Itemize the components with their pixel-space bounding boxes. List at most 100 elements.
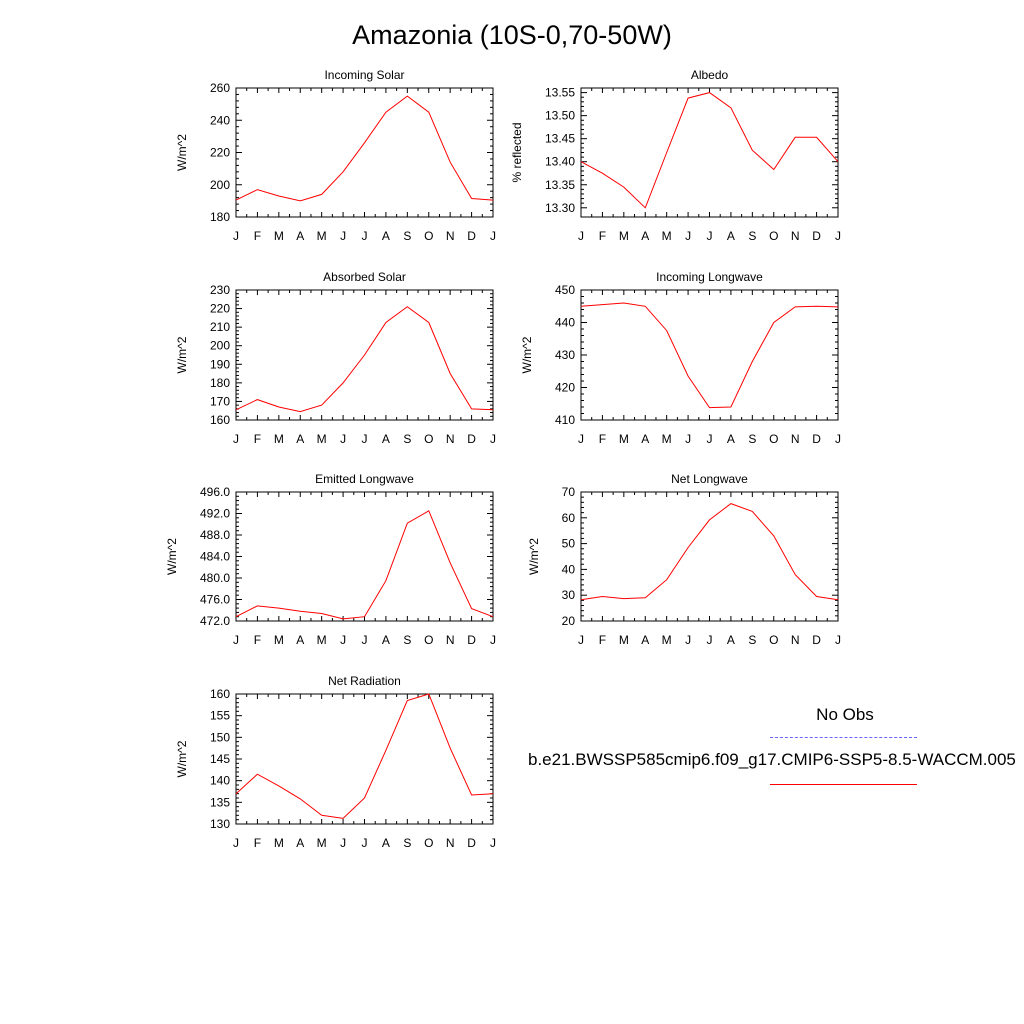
y-tick-label: 180: [210, 376, 230, 390]
y-tick-label: 70: [562, 485, 576, 499]
x-tick-label: J: [685, 633, 691, 647]
x-tick-label: D: [467, 836, 476, 850]
x-tick-label: S: [403, 229, 411, 243]
x-tick-label: O: [424, 432, 433, 446]
series-line: [580, 92, 839, 209]
x-tick-label: N: [446, 229, 455, 243]
x-tick-label: J: [578, 432, 584, 446]
chart-title: Incoming Longwave: [656, 270, 763, 284]
y-tick-label: 492.0: [200, 507, 230, 521]
x-tick-label: A: [382, 633, 390, 647]
y-axis-label: W/m^2: [175, 134, 189, 171]
x-tick-label: A: [296, 836, 304, 850]
y-tick-label: 150: [210, 730, 230, 744]
x-tick-label: M: [274, 836, 284, 850]
x-tick-label: J: [340, 836, 346, 850]
y-axis-label: W/m^2: [165, 538, 179, 575]
y-tick-label: 13.55: [545, 86, 575, 100]
y-tick-label: 220: [210, 302, 230, 316]
y-tick-label: 200: [210, 178, 230, 192]
series-line: [235, 306, 494, 413]
x-tick-label: M: [274, 432, 284, 446]
y-tick-label: 440: [555, 316, 575, 330]
x-tick-label: D: [812, 633, 821, 647]
plot-frame: [235, 87, 494, 218]
x-tick-label: M: [274, 229, 284, 243]
x-tick-label: O: [424, 633, 433, 647]
x-tick-label: M: [317, 836, 327, 850]
x-tick-label: J: [340, 633, 346, 647]
y-tick-label: 190: [210, 357, 230, 371]
x-tick-label: A: [382, 836, 390, 850]
x-tick-label: J: [707, 229, 713, 243]
x-tick-label: J: [362, 836, 368, 850]
chart-title: Absorbed Solar: [323, 270, 406, 284]
chart-title: Albedo: [691, 68, 729, 82]
x-tick-label: O: [769, 432, 778, 446]
x-tick-label: M: [619, 432, 629, 446]
chart-title: Net Longwave: [671, 472, 748, 486]
x-tick-label: J: [490, 229, 496, 243]
x-tick-label: M: [619, 633, 629, 647]
x-tick-label: J: [685, 229, 691, 243]
chart-title: Emitted Longwave: [315, 472, 414, 486]
x-tick-label: N: [446, 836, 455, 850]
y-tick-label: 140: [210, 774, 230, 788]
x-tick-label: O: [769, 633, 778, 647]
x-tick-label: M: [317, 633, 327, 647]
y-tick-label: 496.0: [200, 485, 230, 499]
x-tick-label: J: [835, 229, 841, 243]
x-tick-label: M: [619, 229, 629, 243]
x-tick-label: M: [317, 229, 327, 243]
plot-frame: [580, 87, 839, 218]
x-tick-label: A: [296, 432, 304, 446]
x-tick-label: D: [467, 229, 476, 243]
x-tick-label: A: [727, 432, 735, 446]
y-tick-label: 130: [210, 817, 230, 831]
x-tick-label: M: [274, 633, 284, 647]
x-tick-label: S: [403, 836, 411, 850]
x-tick-label: A: [727, 229, 735, 243]
y-tick-label: 210: [210, 320, 230, 334]
legend-obs-line: [770, 737, 917, 738]
legend-series-label: b.e21.BWSSP585cmip6.f09_g17.CMIP6-SSP5-8…: [528, 750, 1016, 769]
y-tick-label: 145: [210, 752, 230, 766]
x-tick-label: J: [835, 432, 841, 446]
x-tick-label: A: [727, 633, 735, 647]
x-tick-label: N: [791, 229, 800, 243]
x-tick-label: A: [641, 633, 649, 647]
x-tick-label: F: [599, 633, 606, 647]
x-tick-label: S: [748, 633, 756, 647]
x-tick-label: J: [578, 229, 584, 243]
x-tick-label: J: [362, 432, 368, 446]
plot-frame: [235, 491, 494, 622]
x-tick-label: O: [769, 229, 778, 243]
y-tick-label: 40: [562, 562, 576, 576]
y-tick-label: 200: [210, 339, 230, 353]
series-line: [580, 302, 839, 409]
y-tick-label: 450: [555, 283, 575, 297]
x-tick-label: J: [490, 432, 496, 446]
x-tick-label: S: [403, 432, 411, 446]
x-tick-label: J: [707, 432, 713, 446]
x-tick-label: J: [233, 432, 239, 446]
y-tick-label: 480.0: [200, 571, 230, 585]
plot-frame: [580, 289, 839, 421]
x-tick-label: N: [446, 432, 455, 446]
x-tick-label: M: [662, 633, 672, 647]
chart-title: Net Radiation: [328, 674, 401, 688]
series-line: [235, 510, 494, 620]
y-tick-label: 476.0: [200, 593, 230, 607]
y-tick-label: 50: [562, 537, 576, 551]
y-axis-label: W/m^2: [175, 336, 189, 373]
y-tick-label: 60: [562, 511, 576, 525]
x-tick-label: J: [340, 229, 346, 243]
x-tick-label: S: [748, 229, 756, 243]
x-tick-label: S: [748, 432, 756, 446]
y-axis-label: W/m^2: [175, 740, 189, 777]
x-tick-label: J: [233, 836, 239, 850]
x-tick-label: S: [403, 633, 411, 647]
y-tick-label: 430: [555, 348, 575, 362]
x-tick-label: F: [599, 229, 606, 243]
